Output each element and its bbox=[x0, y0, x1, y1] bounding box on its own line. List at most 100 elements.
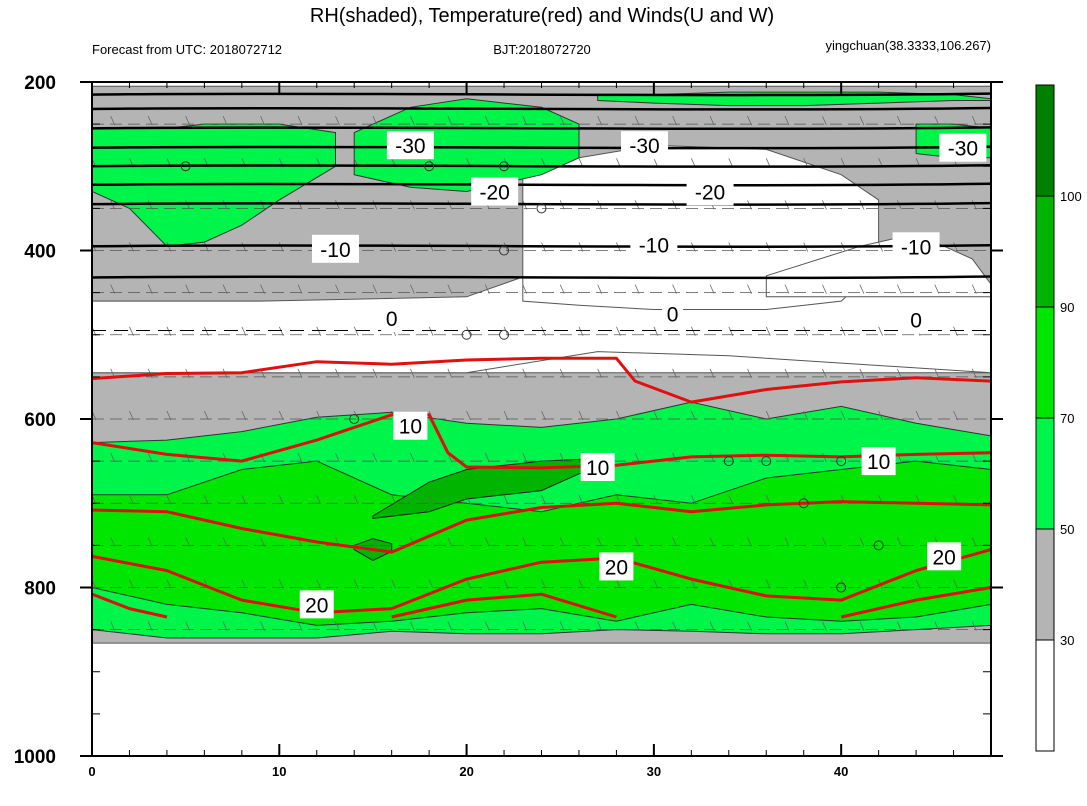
wind-barb bbox=[559, 537, 565, 547]
wind-barb bbox=[896, 621, 902, 631]
wind-barb bbox=[541, 579, 546, 589]
wind-barb bbox=[896, 537, 902, 547]
wind-barb bbox=[466, 410, 471, 421]
wind-barbs bbox=[92, 82, 991, 631]
wind-barb bbox=[859, 537, 865, 547]
wind-barb bbox=[765, 326, 771, 336]
contour-label-box bbox=[381, 303, 403, 332]
colorbar-label: 100 bbox=[1060, 189, 1082, 204]
wind-barb bbox=[728, 410, 734, 421]
wind-barb bbox=[971, 200, 977, 210]
wind-barb bbox=[428, 495, 434, 505]
wind-barb bbox=[447, 115, 453, 126]
wind-barb bbox=[204, 242, 209, 252]
wind-barb bbox=[971, 115, 977, 126]
contour-label-text: -30 bbox=[629, 135, 659, 158]
wind-barb bbox=[784, 621, 790, 631]
wind-barb bbox=[410, 452, 415, 463]
wind-barb bbox=[503, 326, 509, 336]
contour-label: -30 bbox=[939, 133, 987, 162]
wind-barb bbox=[747, 621, 752, 631]
wind-barb bbox=[241, 495, 247, 505]
wind-barb bbox=[878, 326, 883, 336]
contour-label: -10 bbox=[311, 234, 359, 263]
wind-barb bbox=[447, 537, 453, 547]
contour-label-box bbox=[905, 305, 927, 334]
wind-barb bbox=[503, 579, 509, 589]
wind-barb bbox=[597, 537, 603, 547]
contour-label: -10 bbox=[892, 232, 940, 261]
x-tick-label: 20 bbox=[459, 764, 473, 779]
wind-barb bbox=[222, 284, 228, 294]
wind-barb bbox=[934, 284, 940, 294]
wind-barb bbox=[353, 410, 359, 421]
wind-barb bbox=[147, 537, 153, 547]
wind-barb bbox=[803, 410, 809, 421]
wind-barb bbox=[428, 326, 434, 336]
forecast-subtitle: Forecast from UTC: 2018072712 bbox=[92, 42, 282, 57]
wind-barb bbox=[840, 326, 846, 336]
wind-barb bbox=[316, 579, 322, 589]
calm-marker bbox=[349, 414, 360, 424]
contour-label-box bbox=[861, 447, 896, 476]
wind-barb bbox=[634, 115, 640, 126]
wind-barb bbox=[859, 284, 865, 294]
wind-barb bbox=[784, 115, 790, 126]
wind-barb bbox=[166, 242, 172, 252]
contour-label: -10 bbox=[630, 230, 678, 259]
wind-barb bbox=[297, 200, 303, 210]
wind-barb bbox=[297, 115, 303, 126]
wind-barb bbox=[578, 495, 584, 505]
contour-label-text: -30 bbox=[948, 138, 978, 161]
wind-barb bbox=[896, 284, 902, 294]
wind-barb bbox=[241, 242, 247, 252]
contour-label: -30 bbox=[621, 131, 669, 160]
wind-barb bbox=[690, 326, 696, 336]
contour-label: -20 bbox=[471, 177, 519, 206]
contour-label: 10 bbox=[580, 453, 615, 482]
y-tick-label: 400 bbox=[24, 242, 56, 263]
wind-barb bbox=[672, 537, 677, 547]
wind-barb bbox=[428, 579, 434, 589]
wind-barb bbox=[559, 115, 565, 126]
contour-label: -20 bbox=[686, 177, 734, 206]
calm-marker bbox=[499, 329, 510, 340]
wind-barb bbox=[522, 115, 528, 126]
wind-barb bbox=[503, 495, 509, 505]
wind-barb bbox=[447, 621, 453, 631]
wind-barb bbox=[634, 537, 640, 547]
wind-barb bbox=[690, 410, 696, 421]
wind-barb bbox=[971, 537, 977, 547]
contour-label-text: -20 bbox=[695, 182, 725, 205]
wind-barb bbox=[953, 579, 958, 589]
wind-barb bbox=[466, 495, 471, 505]
calm-marker bbox=[499, 245, 510, 256]
wind-barb bbox=[260, 537, 265, 547]
contour-label-text: -10 bbox=[320, 239, 350, 262]
contour-label-text: 0 bbox=[910, 310, 922, 333]
contour-label-text: 10 bbox=[399, 416, 422, 439]
wind-barb bbox=[372, 621, 378, 631]
wind-barb bbox=[915, 410, 921, 421]
wind-barb bbox=[372, 284, 378, 294]
colorbar-label: 50 bbox=[1060, 522, 1074, 537]
isotherm-line bbox=[92, 164, 991, 168]
wind-barb bbox=[896, 115, 902, 126]
wind-barb bbox=[166, 326, 172, 336]
wind-barb bbox=[372, 368, 378, 379]
wind-barb bbox=[747, 537, 752, 547]
wind-barb bbox=[559, 368, 565, 379]
wind-barb bbox=[915, 579, 921, 589]
contour-label-text: -30 bbox=[395, 135, 425, 158]
wind-barb bbox=[297, 284, 303, 294]
x-tick-label: 10 bbox=[272, 764, 286, 779]
wind-barb bbox=[822, 284, 827, 294]
contour-label-box bbox=[386, 131, 434, 160]
contour-label-box bbox=[662, 299, 684, 328]
wind-barb bbox=[204, 410, 209, 421]
isotherm-line bbox=[92, 145, 991, 150]
contour-label-box bbox=[939, 133, 987, 162]
wind-barb bbox=[129, 410, 134, 421]
wind-barb bbox=[822, 368, 827, 379]
